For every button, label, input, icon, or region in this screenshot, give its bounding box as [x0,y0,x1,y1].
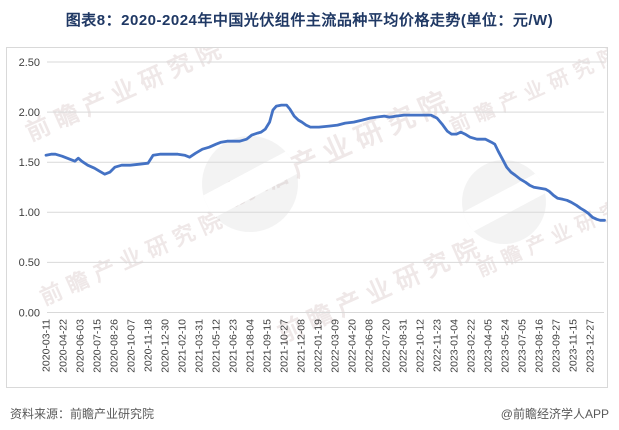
footer: 资料来源：前瞻产业研究院 @前瞻经济学人APP [10,403,609,423]
x-tick-label: 2022-08-31 [398,319,410,373]
x-tick-label: 2020-06-03 [75,319,87,373]
x-tick-label: 2022-03-09 [330,319,342,373]
line-chart: 0.00 0.50 1.00 1.50 2.00 2.50 2020-03-11 2020-0… [19,57,606,373]
x-tick-label: 2023-01-04 [449,319,461,373]
y-tick-label: 2.50 [19,57,40,69]
x-tick-label: 2022-10-12 [415,319,427,373]
y-tick-label: 0.50 [19,257,40,269]
x-tick-label: 2023-02-22 [466,319,478,373]
x-tick-label: 2021-02-10 [177,319,189,373]
x-tick-label: 2022-06-08 [364,319,376,373]
x-tick-label: 2023-12-27 [585,319,597,373]
x-tick-label: 2022-11-23 [432,319,444,372]
chart-area: 前瞻产业研究院 前瞻产业研究院 前瞻产业研究院 前瞻产业研究院 前瞻产业研究院 前瞻产业研… [6,47,608,388]
x-tick-label: 2020-10-07 [126,319,138,373]
x-tick-label: 2020-08-26 [109,319,121,373]
y-tick-label: 1.50 [19,157,40,169]
x-tick-label: 2021-12-08 [296,319,308,373]
brand-attribution: @前瞻经济学人APP [500,406,609,421]
source-attribution: 资料来源：前瞻产业研究院 [10,406,155,421]
x-tick-label: 2023-04-05 [483,319,495,373]
y-tick-label: 1.00 [19,207,40,219]
page-title: 图表8：2020-2024年中国光伏组件主流品种平均价格走势(单位：元/W) [65,12,554,29]
x-tick-label: 2023-05-24 [500,319,512,373]
price-line-series [44,103,606,222]
x-tick-label: 2023-07-05 [517,319,529,373]
x-tick-label: 2022-01-19 [313,319,325,373]
x-tick-label: 2021-08-04 [245,319,257,373]
y-tick-label: 2.00 [19,107,40,119]
x-tick-label: 2023-08-16 [534,319,546,373]
x-tick-label: 2021-10-27 [279,319,291,373]
x-tick-label: 2023-09-27 [551,319,563,373]
x-tick-label: 2020-12-30 [160,319,172,373]
x-tick-label: 2022-07-20 [381,319,393,373]
x-tick-label: 2021-09-15 [262,319,274,373]
x-tick-label: 2021-03-31 [194,319,206,373]
x-tick-label: 2021-06-23 [228,319,240,373]
x-tick-label: 2020-11-18 [143,319,155,372]
x-tick-label: 2020-03-11 [41,319,53,372]
x-tick-label: 2021-05-12 [211,319,223,373]
x-tick-label: 2020-07-15 [92,319,104,373]
y-tick-label: 0.00 [19,307,40,319]
x-tick-label: 2020-04-22 [58,319,70,373]
x-tick-label: 2022-04-20 [347,319,359,373]
x-tick-label: 2023-11-15 [568,319,580,372]
